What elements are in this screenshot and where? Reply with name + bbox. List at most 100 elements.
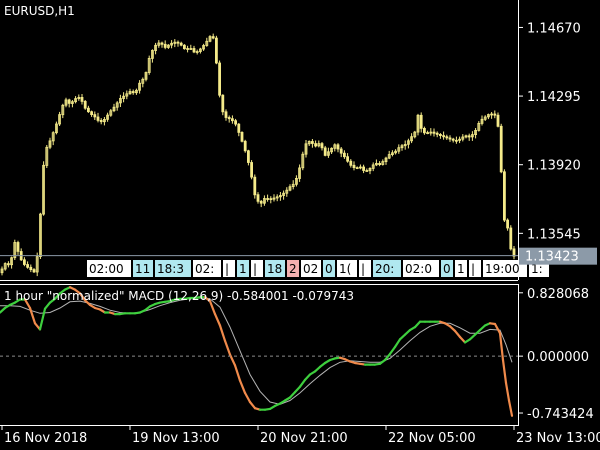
event-marker[interactable]: | — [251, 260, 263, 277]
event-marker[interactable]: 18:3 — [155, 260, 191, 277]
candle — [230, 115, 234, 124]
candle — [176, 40, 180, 47]
candle — [189, 44, 193, 50]
candle — [352, 161, 356, 171]
event-marker[interactable]: 2 — [287, 260, 299, 277]
indicator-tick-label: 0.000000 — [527, 350, 589, 365]
event-marker[interactable]: 11 — [133, 260, 153, 277]
macd-segment — [403, 329, 412, 336]
candle — [134, 88, 138, 95]
candle — [166, 44, 170, 49]
candle — [119, 94, 122, 107]
candle — [346, 153, 350, 163]
event-marker-label: | — [471, 262, 475, 276]
candle — [103, 117, 106, 126]
candle — [96, 112, 100, 123]
candle — [93, 111, 97, 120]
candle — [13, 239, 17, 260]
candle — [0, 266, 4, 276]
macd-segment — [78, 292, 87, 302]
event-marker[interactable]: 18 — [265, 260, 285, 277]
event-marker-label: 0 — [443, 262, 451, 276]
candle — [294, 175, 298, 187]
candle — [272, 194, 276, 202]
indicator-tick-label: 0.828068 — [527, 287, 589, 302]
candle — [419, 112, 423, 133]
event-strip[interactable]: 02:00 11 18:3 02: | 1 | 18 2 02 0 1(| 20: 02:0 0 1 | 19:0… — [87, 260, 549, 277]
candle — [186, 45, 190, 53]
event-marker[interactable]: 0 — [323, 260, 335, 277]
macd-segment — [293, 385, 302, 394]
event-marker[interactable]: | — [223, 260, 235, 277]
event-marker[interactable]: 20: — [373, 260, 401, 277]
price-tick-label: 1.14295 — [527, 90, 581, 105]
event-marker[interactable]: 02 — [301, 260, 321, 277]
candle — [16, 240, 20, 255]
event-marker[interactable]: 0 — [441, 260, 453, 277]
event-marker-label: 20: — [375, 262, 394, 276]
candle — [64, 97, 68, 108]
candle — [122, 92, 125, 103]
candle — [483, 115, 487, 121]
candle — [429, 128, 433, 136]
candle — [35, 252, 39, 277]
candle — [214, 35, 218, 65]
candle — [490, 112, 494, 119]
event-marker[interactable]: | — [469, 260, 481, 277]
macd-segment — [448, 325, 457, 332]
candle — [400, 144, 404, 151]
candle — [10, 256, 14, 269]
candle — [71, 100, 74, 108]
macd-segment — [218, 324, 227, 342]
event-marker[interactable]: 1 — [455, 260, 467, 277]
candle — [333, 143, 337, 152]
candle — [477, 121, 481, 132]
candle — [486, 113, 490, 120]
candle — [259, 200, 263, 208]
candle — [51, 131, 55, 146]
candle — [512, 246, 516, 260]
candle — [336, 143, 340, 153]
candle — [474, 128, 478, 139]
candle — [291, 180, 295, 190]
candle — [406, 138, 410, 149]
time-tick-label: 23 Nov 13:00 — [516, 431, 600, 446]
candle — [42, 161, 45, 216]
event-marker[interactable]: 19:00 — [483, 260, 527, 277]
event-marker-label: 1: — [531, 262, 543, 276]
candle — [301, 151, 305, 171]
candle — [45, 145, 49, 168]
candles — [0, 33, 516, 277]
event-marker[interactable]: 02:00 — [87, 260, 131, 277]
candle — [323, 145, 327, 157]
candle — [339, 147, 343, 158]
candle — [451, 137, 455, 143]
macd-segment — [468, 333, 477, 341]
event-marker[interactable]: | — [359, 260, 371, 277]
macd-segment — [298, 378, 307, 388]
candle — [390, 150, 394, 157]
event-marker[interactable]: 1( — [337, 260, 357, 277]
candle — [29, 264, 33, 273]
event-marker[interactable]: 02: — [193, 260, 221, 277]
candle — [307, 140, 311, 146]
event-marker[interactable]: 02:0 — [403, 260, 439, 277]
candle — [278, 192, 282, 201]
candle — [90, 110, 93, 117]
macd-segment — [213, 313, 222, 327]
price-tick-label: 1.13545 — [527, 227, 581, 242]
candle — [19, 248, 23, 261]
macd-segment — [53, 292, 62, 300]
macd-segment — [501, 358, 508, 384]
macd-segment — [458, 335, 467, 344]
candle — [202, 43, 206, 51]
event-marker-label: 1 — [239, 262, 247, 276]
candle — [77, 94, 81, 101]
event-marker[interactable]: 1 — [237, 260, 249, 277]
candle — [342, 150, 346, 159]
candle — [426, 130, 430, 135]
macd-segment — [23, 298, 32, 310]
candle — [480, 115, 484, 126]
candle — [410, 133, 414, 144]
